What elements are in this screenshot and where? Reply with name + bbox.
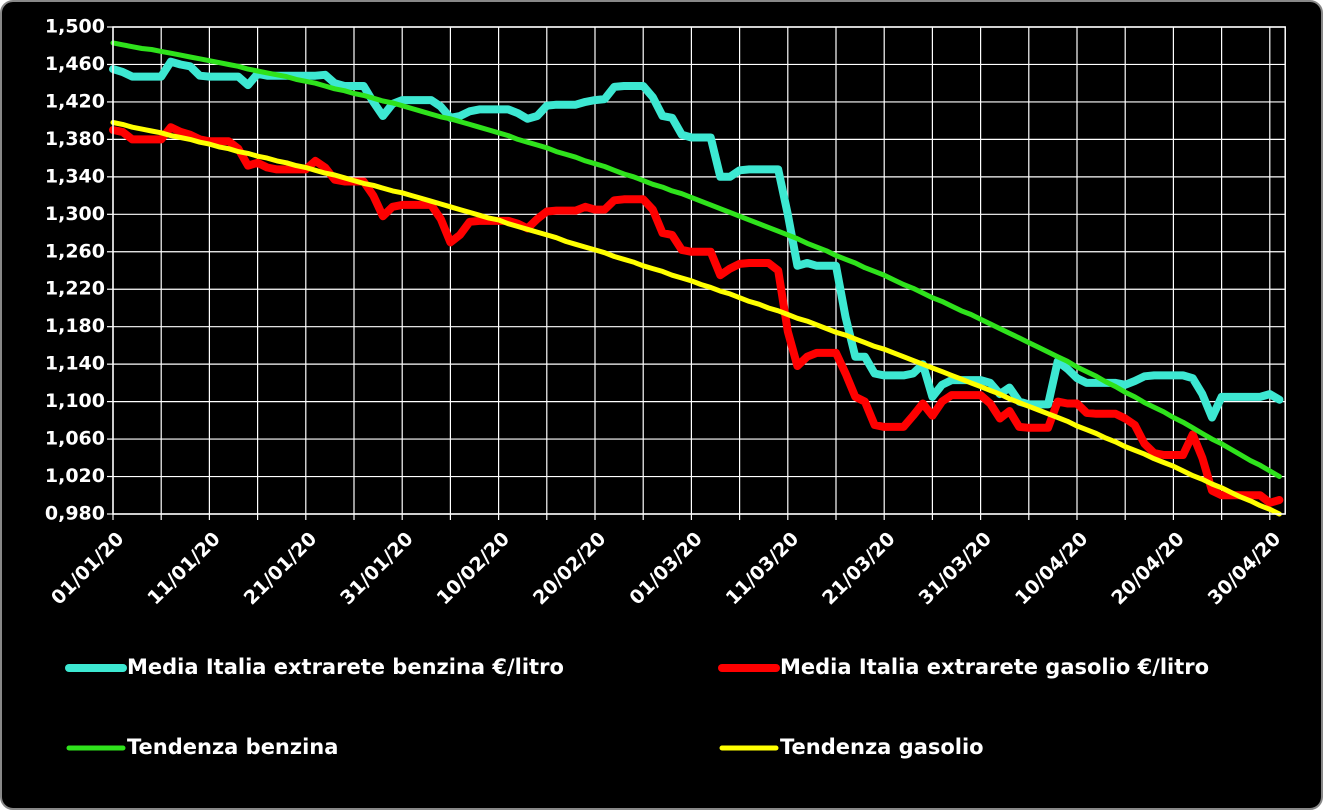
y-tick-label: 1,260 [45,240,105,262]
y-tick-label: 1,180 [45,315,105,337]
y-tick-label: 1,380 [45,128,105,150]
y-tick-label: 1,460 [45,53,105,75]
y-tick-label: 1,100 [45,390,105,412]
y-tick-label: 1,300 [45,203,105,225]
plot-border [112,26,1286,515]
legend-label: Media Italia extrarete gasolio €/litro [780,655,1209,679]
y-tick-label: 1,140 [45,353,105,375]
legend-label: Tendenza benzina [127,735,338,759]
y-tick-label: 1,220 [45,278,105,300]
y-tick-label: 1,500 [45,16,105,38]
y-tick-label: 1,060 [45,428,105,450]
y-tick-label: 1,340 [45,165,105,187]
legend-label: Media Italia extrarete benzina €/litro [127,655,564,679]
y-tick-label: 1,420 [45,90,105,112]
y-tick-label: 1,020 [45,465,105,487]
plot-lines [109,40,1284,517]
series-line [109,57,1284,422]
series-line [110,40,1282,479]
legend-label: Tendenza gasolio [780,735,984,759]
y-tick-label: 0,980 [45,503,105,525]
legend: Media Italia extrarete benzina €/litro Me… [65,655,1209,759]
series-line [110,120,1282,517]
